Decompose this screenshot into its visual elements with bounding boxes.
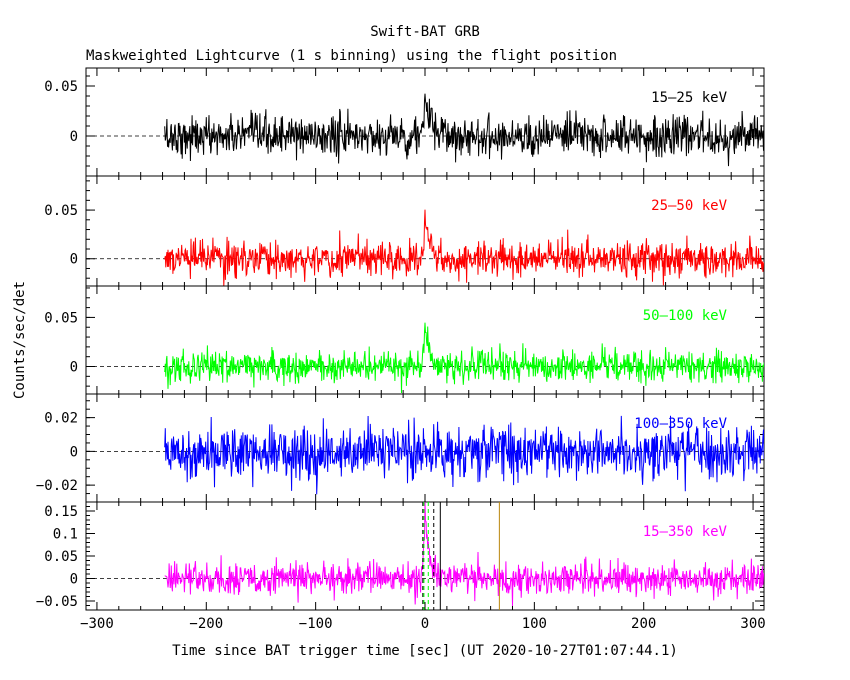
- y-tick-label: 0.05: [44, 549, 78, 565]
- band-label: 100–350 keV: [634, 416, 727, 432]
- band-label: 15–350 keV: [643, 524, 728, 540]
- x-tick-label: 200: [631, 616, 656, 632]
- y-tick-label: 0.05: [44, 310, 78, 326]
- y-tick-label: 0.05: [44, 203, 78, 219]
- x-tick-label: −100: [299, 616, 333, 632]
- panel-1: 0 0.05 25–50 keV: [44, 175, 765, 287]
- x-tick-label: 0: [421, 616, 429, 632]
- y-tick-label: 0: [70, 129, 78, 145]
- series-line: [164, 322, 764, 394]
- chart-subtitle: Maskweighted Lightcurve (1 s binning) us…: [86, 48, 617, 64]
- x-tick-label: 100: [522, 616, 547, 632]
- band-label: 25–50 keV: [651, 198, 727, 214]
- panel-3: −0.02 0 0.02 100–350 keV: [36, 393, 765, 503]
- y-tick-label: 0.1: [53, 527, 78, 543]
- y-tick-label: 0: [70, 444, 78, 460]
- panels-group: 0 0.05 15–25 keV 0 0.05 25–50 keV 0 0.05 50–100 …: [36, 67, 766, 632]
- panel-frame: [85, 175, 765, 287]
- x-tick-label: −300: [80, 616, 114, 632]
- y-tick-label: 0.15: [44, 504, 78, 520]
- x-tick-label: −200: [189, 616, 223, 632]
- y-tick-label: −0.02: [36, 478, 78, 494]
- series-line: [164, 415, 764, 495]
- band-label: 15–25 keV: [651, 90, 727, 106]
- panel-frame: [85, 67, 765, 177]
- panel-2: 0 0.05 50–100 keV: [44, 285, 765, 395]
- y-axis-label: Counts/sec/det: [12, 281, 28, 399]
- band-label: 50–100 keV: [643, 308, 728, 324]
- y-tick-label: 0.05: [44, 79, 78, 95]
- y-tick-label: 0: [70, 360, 78, 376]
- panel-0: 0 0.05 15–25 keV: [44, 67, 765, 177]
- series-line: [164, 502, 764, 607]
- y-tick-label: 0: [70, 572, 78, 588]
- y-tick-label: 0: [70, 252, 78, 268]
- panel-4: −0.05 0 0.05 0.1 0.15 −300 −200 −100 0 100 200 300 1…: [36, 501, 766, 632]
- series-line: [164, 93, 764, 167]
- x-tick-label: 300: [740, 616, 765, 632]
- x-axis-label: Time since BAT trigger time [sec] (UT 20…: [172, 643, 678, 659]
- chart-title: Swift-BAT GRB: [370, 24, 480, 40]
- y-tick-label: 0.02: [44, 411, 78, 427]
- y-tick-label: −0.05: [36, 594, 78, 610]
- series-line: [164, 209, 764, 286]
